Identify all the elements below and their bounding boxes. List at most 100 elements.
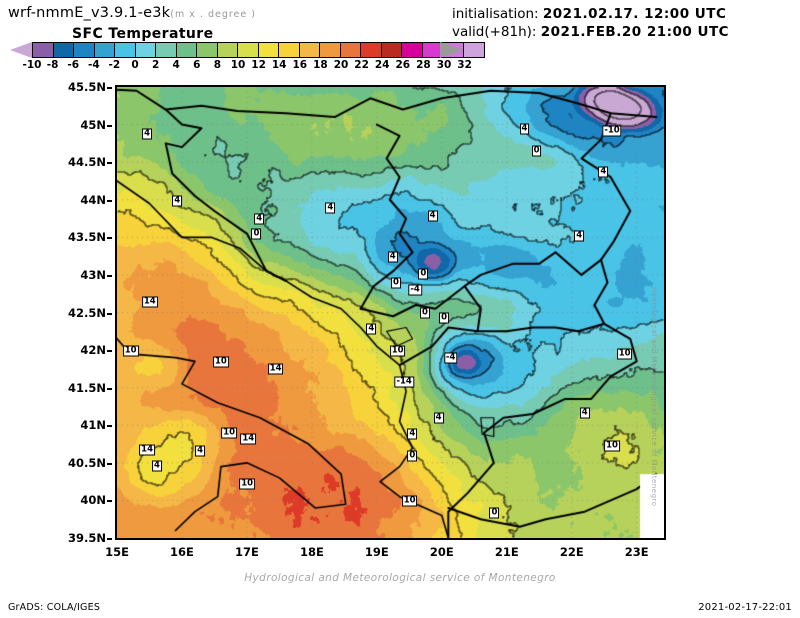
contour-label: 10 [389,345,406,357]
x-tick-21E: 21E [494,545,519,559]
y-tick-mark [107,124,112,127]
colorbar-cell-8 [197,43,218,57]
y-axis-labels: 45.5N 45N 44.5N 44N 43.5N 43N 42.5N 42N 41.5N 41N… [0,80,112,545]
colorbar-cell-6 [156,43,177,57]
colorbar-tick-20: 20 [333,59,349,71]
colorbar-cell-0 [33,43,54,57]
colorbar-tick-0: 0 [131,59,139,71]
colorbar-tick-18: 18 [313,59,328,71]
colorbar-tick--8: -8 [46,59,59,71]
initialisation-value: 2021.02.17. 12:00 UTC [542,6,727,22]
contour-label: 4 [366,323,377,335]
x-tick-18E: 18E [299,545,324,559]
y-tick-mark [107,162,112,165]
contour-label: 10 [239,478,256,490]
y-tick-43.5N: 43.5N [68,230,106,245]
model-name: wrf-nmmE_v3.9.1-e3k [8,5,171,21]
y-tick-mark [107,387,112,390]
contour-label: 0 [418,268,429,280]
colorbar-tick-26: 26 [395,59,411,71]
contour-label: 4 [195,445,206,457]
colorbar-cell-3 [94,43,116,57]
colorbar-cell-18 [402,43,423,57]
y-tick-44.5N: 44.5N [68,155,106,170]
y-tick-41N: 41N [80,418,106,433]
x-tick-22E: 22E [559,545,584,559]
contour-label: 4 [151,460,162,472]
contour-label: 4 [519,123,530,135]
y-tick-42N: 42N [80,343,106,358]
colorbar-swatches [32,42,486,58]
contour-label: 4 [172,195,183,207]
valid-time-line: valid(+81h): 2021.FEB.20 21:00 UTC [452,24,729,40]
contour-label: 10 [122,345,139,357]
y-tick-mark [107,199,112,202]
colorbar-tick-32: 32 [457,59,472,71]
y-tick-45.5N: 45.5N [68,80,106,94]
colorbar-tick--10: -10 [22,59,42,71]
colorbar-cell-7 [176,43,198,57]
x-tick-20E: 20E [429,545,454,559]
colorbar-tick-10: 10 [230,59,246,71]
y-tick-mark [107,312,112,315]
contour-label: 0 [439,312,450,324]
model-title: wrf-nmmE_v3.9.1-e3k(m x . degree ) [8,5,256,21]
y-tick-42.5N: 42.5N [68,305,106,320]
credit-line: Hydrological and Meteorological service … [244,572,556,584]
y-tick-mark [107,462,112,465]
contour-label: 0 [391,277,401,289]
contour-label: 4 [433,412,444,424]
contour-label: 0 [407,450,418,462]
contour-label: 10 [221,427,238,439]
colorbar-cell-17 [381,43,403,57]
contour-label: 4 [325,202,336,214]
colorbar-cell-11 [258,43,280,57]
colorbar-tick-12: 12 [251,59,266,71]
contour-label: 10 [604,440,620,452]
colorbar-cell-12 [279,43,300,57]
contour-label: 14 [139,444,155,456]
y-tick-43N: 43N [80,267,106,282]
x-tick-19E: 19E [364,545,389,559]
colorbar-tick-24: 24 [374,59,390,71]
colorbar-tick-8: 8 [213,59,222,71]
contour-label: 10 [213,356,229,368]
model-units: (m x . degree ) [170,9,256,20]
y-tick-41.5N: 41.5N [68,380,106,395]
y-tick-40N: 40N [80,493,106,508]
contour-label: 4 [579,407,590,419]
colorbar-cell-16 [361,43,382,57]
contour-label: 14 [240,433,257,445]
valid-time-value: 2021.FEB.20 21:00 UTC [540,24,730,40]
x-tick-16E: 16E [170,545,194,559]
render-timestamp: 2021-02-17-22:01 [698,602,792,613]
contour-label: -10 [602,125,622,137]
y-tick-mark [107,425,112,428]
contour-label: 0 [531,145,542,157]
y-tick-mark [107,350,112,353]
colorbar-tick-14: 14 [271,59,287,71]
contour-label: 4 [427,210,438,222]
contour-label: 10 [401,495,418,507]
contour-label: 4 [407,428,418,440]
x-tick-17E: 17E [234,545,259,559]
x-tick-23E: 23E [624,545,649,559]
colorbar-tick-28: 28 [416,59,431,71]
colorbar-cell-21 [463,43,485,57]
contour-label: 0 [251,228,262,240]
colorbar-cell-5 [135,43,157,57]
colorbar-cell-2 [74,43,95,57]
contour-label: 4 [254,213,265,225]
initialisation-line: initialisation: 2021.02.17. 12:00 UTC [452,6,726,22]
colorbar-tick-6: 6 [193,59,201,71]
field-title: SFC Temperature [72,26,214,42]
map-watermark: Hydrological and Meteorological service … [650,287,658,507]
colorbar-tick--4: -4 [87,59,100,71]
colorbar-tick--6: -6 [67,59,80,71]
contour-label: -4 [408,284,422,296]
colorbar-cell-9 [217,43,239,57]
colorbar-cell-10 [238,43,259,57]
y-tick-mark [107,274,112,277]
contour-label: 4 [574,230,585,242]
contour-label: 0 [489,507,500,519]
